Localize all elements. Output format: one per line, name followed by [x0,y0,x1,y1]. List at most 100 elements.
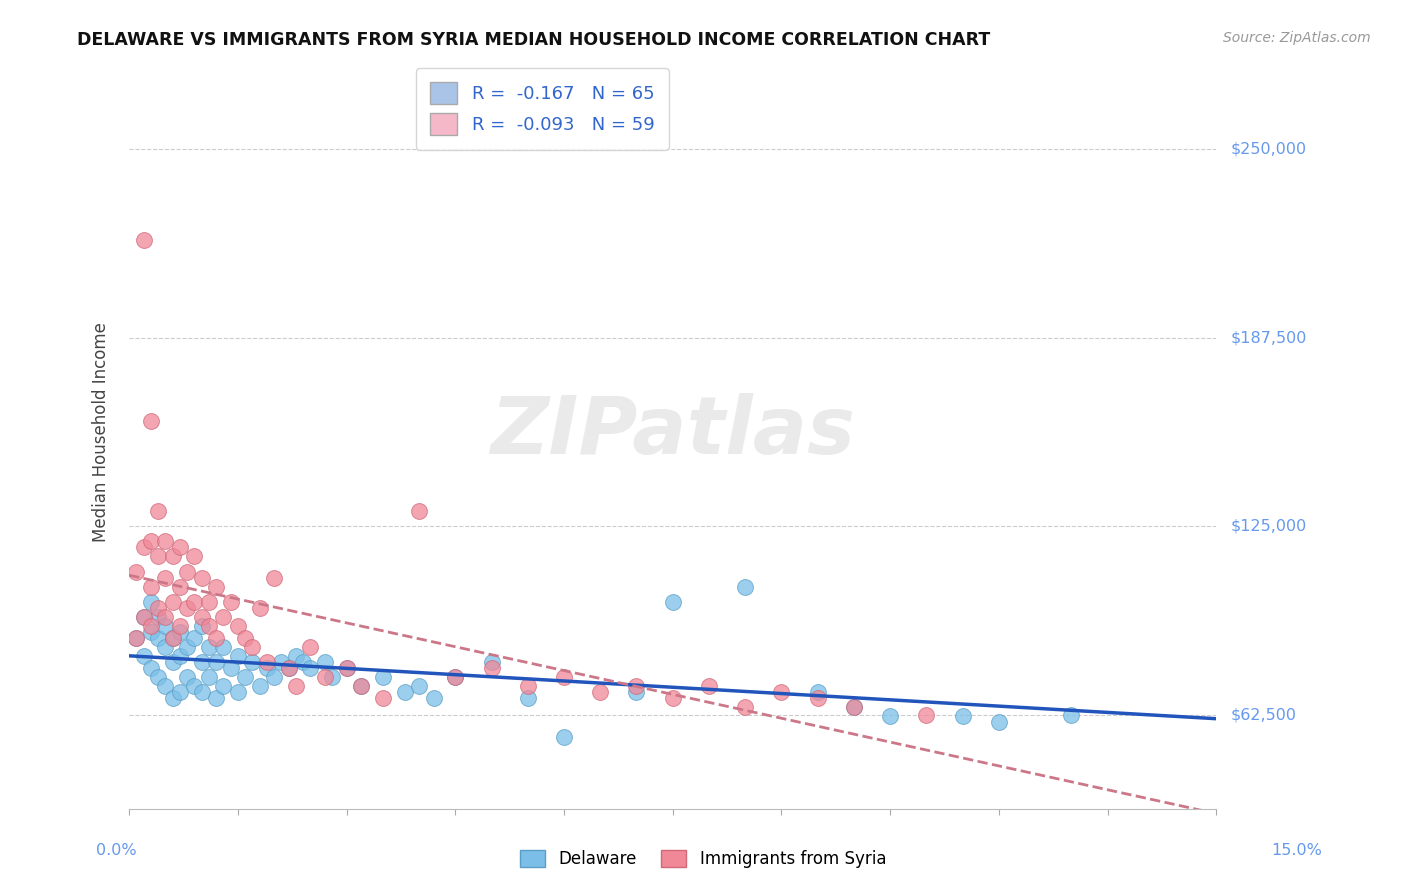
Point [198,670,221,684]
Point [394,685,416,699]
Point [155,570,177,584]
Point [249,679,271,693]
Point [176,670,198,684]
Point [284,648,307,663]
Point [176,600,198,615]
Point [226,648,249,663]
Point [516,691,538,706]
Point [212,609,235,624]
Point [146,549,169,564]
Y-axis label: Median Household Income: Median Household Income [93,322,110,542]
Point [734,580,756,594]
Point [219,595,242,609]
Point [146,600,169,615]
Text: $250,000: $250,000 [1230,142,1306,157]
Point [263,670,285,684]
Point [205,580,228,594]
Legend: Delaware, Immigrants from Syria: Delaware, Immigrants from Syria [513,843,893,875]
Point [183,595,205,609]
Point [146,504,169,518]
Point [146,631,169,645]
Point [335,661,357,675]
Point [198,595,221,609]
Text: $187,500: $187,500 [1230,330,1306,345]
Point [162,631,184,645]
Text: $125,000: $125,000 [1230,519,1306,533]
Point [183,631,205,645]
Point [132,609,155,624]
Point [734,700,756,714]
Point [155,534,177,549]
Point [169,619,191,633]
Point [132,233,155,247]
Point [125,565,148,579]
Point [292,655,315,669]
Text: 15.0%: 15.0% [1271,843,1322,858]
Point [226,619,249,633]
Point [1060,707,1083,722]
Point [321,670,343,684]
Point [233,631,256,645]
Point [125,631,148,645]
Point [125,631,148,645]
Point [162,595,184,609]
Point [190,655,212,669]
Point [169,685,191,699]
Point [139,580,162,594]
Point [422,691,444,706]
Point [183,549,205,564]
Point [132,609,155,624]
Point [132,541,155,555]
Point [770,685,793,699]
Point [205,631,228,645]
Point [842,700,865,714]
Point [169,624,191,639]
Point [198,640,221,654]
Point [169,541,191,555]
Point [139,624,162,639]
Point [155,619,177,633]
Point [299,640,322,654]
Point [481,661,503,675]
Point [146,670,169,684]
Point [169,580,191,594]
Point [879,709,901,723]
Point [190,570,212,584]
Point [176,640,198,654]
Point [277,661,299,675]
Point [371,691,394,706]
Point [807,691,830,706]
Point [444,670,467,684]
Point [299,661,322,675]
Text: DELAWARE VS IMMIGRANTS FROM SYRIA MEDIAN HOUSEHOLD INCOME CORRELATION CHART: DELAWARE VS IMMIGRANTS FROM SYRIA MEDIAN… [77,31,991,49]
Point [183,679,205,693]
Point [553,731,575,745]
Point [284,679,307,693]
Point [408,504,430,518]
Point [212,679,235,693]
Text: 0.0%: 0.0% [96,843,136,858]
Point [314,655,336,669]
Point [626,679,648,693]
Point [226,685,249,699]
Point [139,619,162,633]
Point [987,715,1010,730]
Point [190,685,212,699]
Point [205,691,228,706]
Point [190,609,212,624]
Point [697,679,720,693]
Point [589,685,612,699]
Point [169,648,191,663]
Point [256,655,278,669]
Point [661,691,683,706]
Point [277,661,299,675]
Point [162,549,184,564]
Point [270,655,292,669]
Point [626,685,648,699]
Text: ZIPatlas: ZIPatlas [491,393,855,471]
Point [198,619,221,633]
Point [219,661,242,675]
Point [240,640,263,654]
Point [807,685,830,699]
Point [481,655,503,669]
